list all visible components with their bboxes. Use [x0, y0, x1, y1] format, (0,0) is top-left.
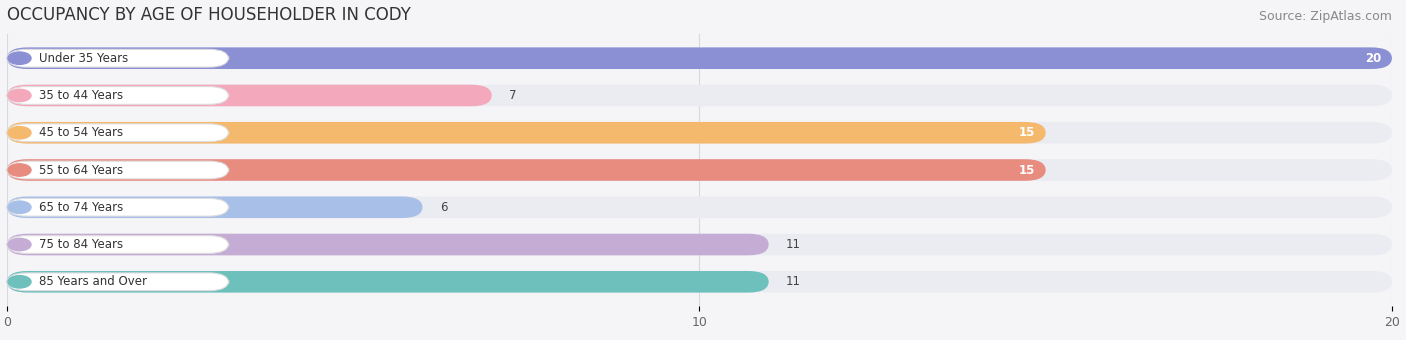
Circle shape — [8, 164, 31, 176]
Text: 15: 15 — [1019, 164, 1035, 176]
Text: 7: 7 — [509, 89, 516, 102]
Text: 15: 15 — [1019, 126, 1035, 139]
Text: 6: 6 — [440, 201, 447, 214]
FancyBboxPatch shape — [7, 122, 1392, 143]
FancyBboxPatch shape — [7, 124, 229, 141]
Text: Under 35 Years: Under 35 Years — [39, 52, 128, 65]
FancyBboxPatch shape — [7, 197, 1392, 218]
FancyBboxPatch shape — [7, 159, 1046, 181]
Text: 85 Years and Over: 85 Years and Over — [39, 275, 148, 288]
FancyBboxPatch shape — [7, 236, 229, 253]
Text: 75 to 84 Years: 75 to 84 Years — [39, 238, 124, 251]
Text: 45 to 54 Years: 45 to 54 Years — [39, 126, 124, 139]
Circle shape — [8, 52, 31, 64]
FancyBboxPatch shape — [7, 159, 1392, 181]
FancyBboxPatch shape — [7, 197, 423, 218]
FancyBboxPatch shape — [7, 161, 229, 179]
FancyBboxPatch shape — [7, 199, 229, 216]
Text: OCCUPANCY BY AGE OF HOUSEHOLDER IN CODY: OCCUPANCY BY AGE OF HOUSEHOLDER IN CODY — [7, 6, 411, 24]
FancyBboxPatch shape — [7, 47, 1392, 69]
FancyBboxPatch shape — [7, 85, 492, 106]
Text: 11: 11 — [786, 238, 801, 251]
Circle shape — [8, 89, 31, 102]
FancyBboxPatch shape — [7, 47, 1392, 69]
Text: 20: 20 — [1365, 52, 1382, 65]
Text: Source: ZipAtlas.com: Source: ZipAtlas.com — [1258, 10, 1392, 23]
Circle shape — [8, 276, 31, 288]
Circle shape — [8, 201, 31, 214]
Text: 11: 11 — [786, 275, 801, 288]
Text: 65 to 74 Years: 65 to 74 Years — [39, 201, 124, 214]
Text: 55 to 64 Years: 55 to 64 Years — [39, 164, 124, 176]
FancyBboxPatch shape — [7, 271, 1392, 293]
FancyBboxPatch shape — [7, 49, 229, 67]
FancyBboxPatch shape — [7, 234, 769, 255]
FancyBboxPatch shape — [7, 85, 1392, 106]
FancyBboxPatch shape — [7, 234, 1392, 255]
FancyBboxPatch shape — [7, 273, 229, 291]
Text: 35 to 44 Years: 35 to 44 Years — [39, 89, 124, 102]
Circle shape — [8, 238, 31, 251]
FancyBboxPatch shape — [7, 122, 1046, 143]
FancyBboxPatch shape — [7, 271, 769, 293]
FancyBboxPatch shape — [7, 87, 229, 104]
Circle shape — [8, 126, 31, 139]
